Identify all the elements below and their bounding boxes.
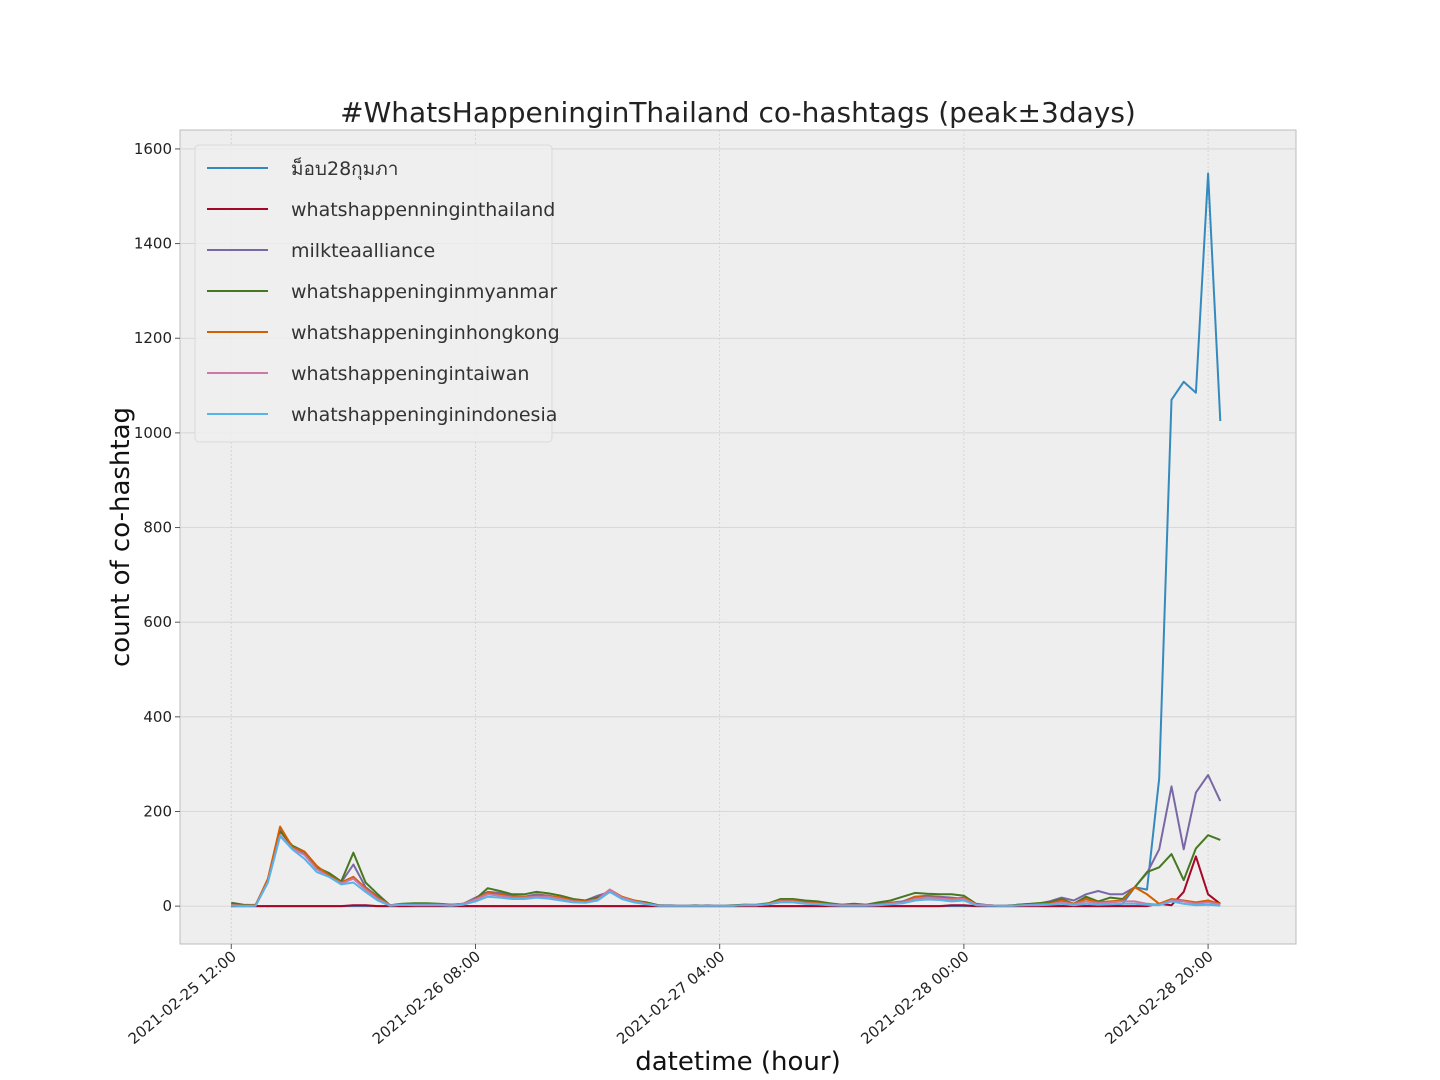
y-tick-label: 400: [143, 708, 172, 726]
y-tick-label: 1000: [134, 424, 172, 442]
y-tick-label: 1200: [134, 329, 172, 347]
series-line-7: [231, 835, 1221, 908]
series-lines: [231, 172, 1222, 908]
legend-box: [194, 144, 553, 443]
legend-label: ม็อบ28กุมภา: [291, 156, 398, 181]
y-tick-label: 600: [143, 613, 172, 631]
legend-label: whatshappeningintaiwan: [291, 363, 529, 385]
legend-label: whatshappeninginhongkong: [291, 322, 560, 344]
legend-label: milkteaalliance: [291, 240, 435, 262]
chart-title: #WhatsHappeninginThailand co-hashtags (p…: [340, 96, 1136, 129]
y-tick-label: 0: [162, 897, 172, 915]
y-tick-label: 1600: [134, 140, 172, 158]
legend-label: whatshappeninginmyanmar: [291, 281, 557, 303]
legend-label: whatshappeninginindonesia: [291, 404, 557, 426]
y-tick-label: 1400: [134, 235, 172, 253]
y-axis-label: count of co-hashtag: [106, 407, 136, 667]
legend: ม็อบ28กุมภา whatshappenninginthailand milk…: [194, 144, 560, 443]
legend-label: whatshappenninginthailand: [291, 199, 555, 221]
x-axis-label: datetime (hour): [635, 1047, 840, 1077]
y-tick-label: 800: [143, 519, 172, 537]
y-tick-label: 200: [143, 802, 172, 820]
